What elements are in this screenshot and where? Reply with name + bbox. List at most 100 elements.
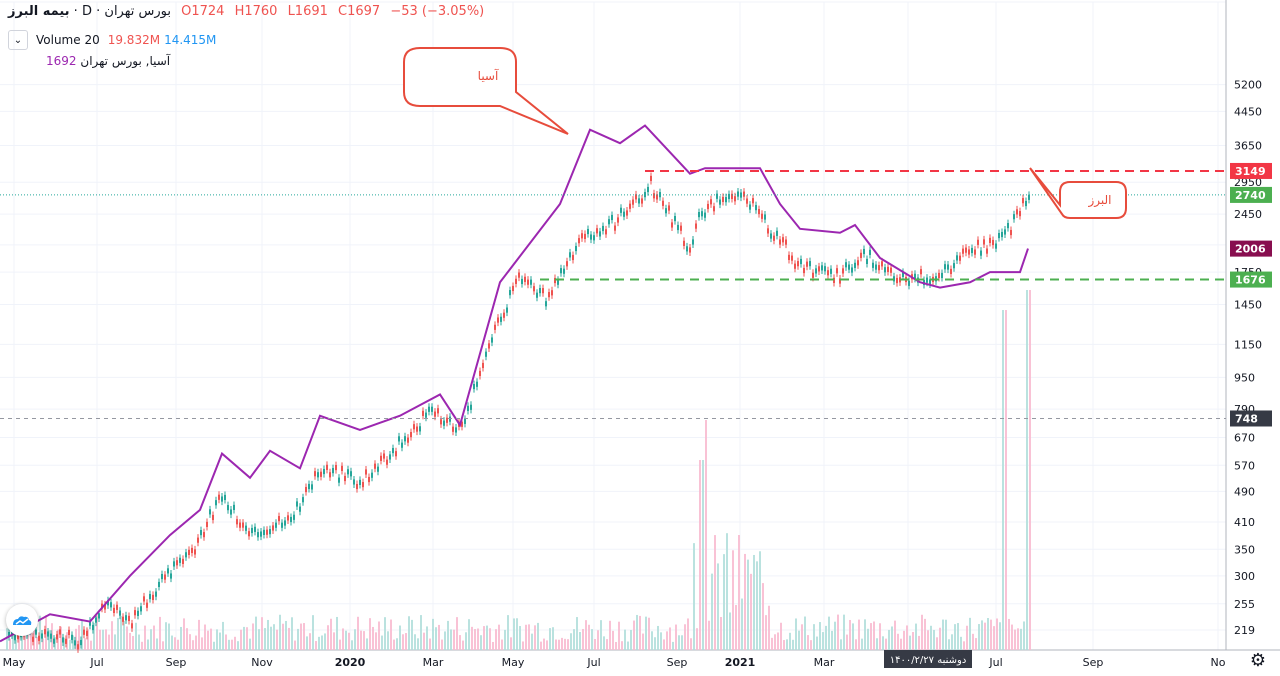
candle-body [842,268,844,274]
callout-alborz[interactable] [1029,167,1127,219]
volume-label[interactable]: Volume 20 [36,33,100,47]
volume-bar [201,637,203,650]
volume-bar [555,639,557,650]
candle-body [200,530,202,536]
date-tooltip-box [884,650,972,668]
candle-body [851,267,853,273]
candle-body [311,484,313,490]
y-tick-label: 350 [1234,543,1255,556]
candle-body [929,279,931,285]
volume-bar [381,635,383,650]
volume-bar [990,619,992,650]
candle-body [986,248,988,254]
volume-bar [30,623,32,650]
volume-bar [921,614,923,650]
volume-bar [279,614,281,650]
volume-bar [243,626,245,650]
callout-asia[interactable] [403,47,569,135]
volume-bar [1026,290,1028,650]
volume-bar [237,641,239,650]
volume-bar [540,641,542,650]
volume-bar [696,628,698,650]
volume-bar [147,639,149,650]
candle-body [572,254,574,261]
candle-body [389,454,391,460]
volume-bar [102,629,104,650]
volume-bar [489,628,491,650]
candle-body [359,479,361,485]
gear-icon[interactable]: ⚙ [1249,650,1266,671]
volume-bar [405,633,407,650]
candle-body [155,591,157,597]
candle-body [158,581,160,588]
candle-body [509,290,511,296]
candle-body [416,426,418,432]
volume-bar [117,617,119,650]
candle-body [527,279,529,285]
candle-body [590,234,592,240]
volume-bar [1005,310,1007,650]
x-tick-label: Sep [1083,656,1104,669]
candle-body [395,451,397,457]
candle-body [188,549,190,555]
candle-body [383,453,385,459]
volume-bar [843,614,845,650]
volume-bar [186,628,188,650]
volume-bar [309,633,311,650]
candle-body [488,343,490,349]
open-value: O1724 [181,4,225,19]
candle-body [962,248,964,254]
volume-bar [21,634,23,650]
volume-bar [216,629,218,650]
volume-bar [84,638,86,650]
candle-body [992,239,994,246]
candle-body [1019,211,1021,217]
candle-body [170,573,172,579]
candle-body [272,525,274,531]
candle-body [269,529,271,535]
candle-body [692,239,694,245]
volume-bar [654,637,656,650]
volume-bar [36,637,38,650]
callout-alborz-text: البرز [1087,193,1111,208]
candle-body [263,529,265,536]
volume-bar [828,616,830,650]
volume-bar [372,626,374,650]
candle-body [821,265,823,271]
volume-bar [327,625,329,650]
candle-body [809,261,811,267]
candle-body [353,479,355,485]
volume-bar [870,623,872,650]
compare-label[interactable]: آسیا, بورس تهران [80,54,171,68]
candle-body [530,279,532,285]
chevron-down-icon[interactable]: ⌄ [8,30,28,50]
candle-body [233,504,235,511]
volume-bar [213,641,215,650]
volume-bar [339,639,341,650]
candle-body [761,213,763,219]
candle-body [329,472,331,478]
volume-bar [1017,628,1019,650]
interval-label[interactable]: D [81,4,92,19]
candle-body [203,532,205,538]
y-tick-label: 2450 [1234,208,1262,221]
candle-body [818,266,820,272]
candle-body [872,262,874,268]
x-tick-label: May [502,656,525,669]
candle-body [779,239,781,245]
symbol-name[interactable]: بیمه البرز [8,4,70,19]
volume-bar [414,634,416,650]
volume-bar [273,624,275,650]
candle-body [770,233,772,239]
candle-body [689,247,691,253]
compare-legend: آسیا, بورس تهران 1692 [36,54,170,68]
tradingview-logo-icon[interactable] [6,604,38,636]
candle-body [563,268,565,274]
volume-bar [162,641,164,650]
candle-body [743,191,745,197]
volume-bar [258,629,260,650]
candle-body [242,522,244,528]
candle-body [476,381,478,387]
volume-legend: ⌄ Volume 20 19.832M 14.415M [8,30,216,50]
